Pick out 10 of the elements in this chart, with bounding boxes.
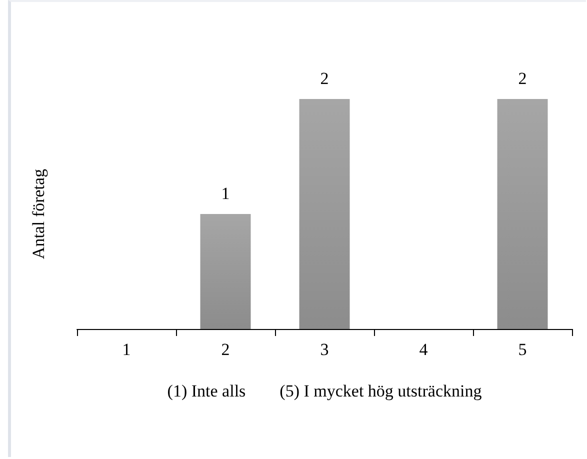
x-tick-label: 4	[419, 340, 428, 359]
data-label: 2	[518, 69, 527, 88]
x-tick-label: 2	[221, 340, 230, 359]
x-axis-title: (1) Inte alls (5) I mycket hög utsträckning	[167, 382, 482, 400]
x-tick-label: 3	[320, 340, 329, 359]
x-tick-label: 1	[122, 340, 131, 359]
x-tick-label: 5	[518, 340, 527, 359]
data-label: 1	[221, 184, 230, 203]
data-label: 2	[320, 69, 329, 88]
y-axis-title: Antal företag	[29, 168, 48, 260]
